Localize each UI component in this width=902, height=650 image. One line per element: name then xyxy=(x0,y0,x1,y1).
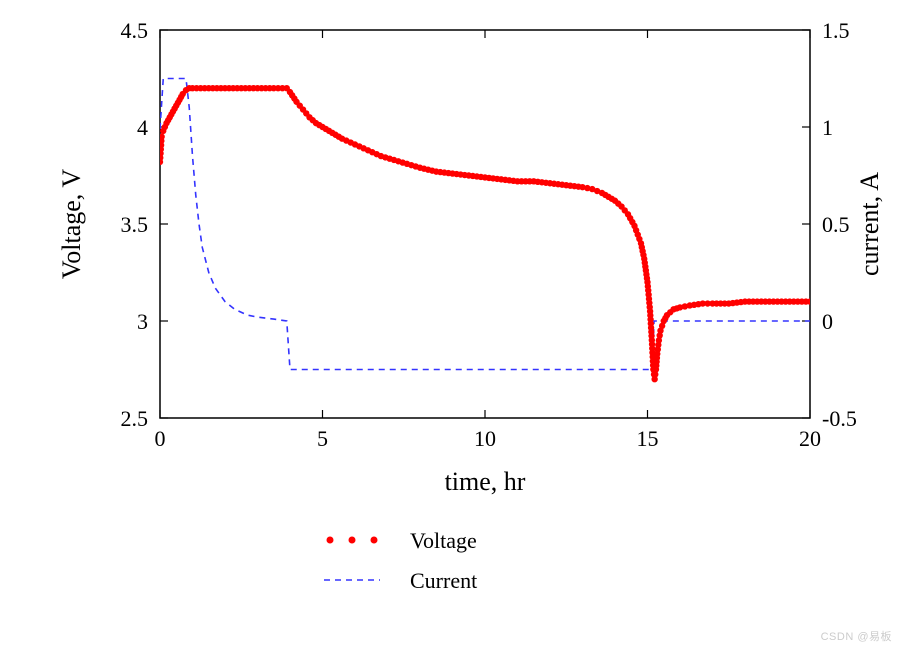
x-tick-label: 5 xyxy=(317,426,328,451)
legend-marker-voltage xyxy=(371,537,378,544)
x-tick-label: 10 xyxy=(474,426,496,451)
yr-tick-label: 1.5 xyxy=(822,18,850,43)
yl-tick-label: 3 xyxy=(137,309,148,334)
yl-tick-label: 4.5 xyxy=(121,18,149,43)
y-right-axis-label: current, A xyxy=(855,172,884,276)
series-current xyxy=(160,79,810,370)
yr-tick-label: 0 xyxy=(822,309,833,334)
yl-tick-label: 3.5 xyxy=(121,212,149,237)
yl-tick-label: 2.5 xyxy=(121,406,149,431)
x-tick-label: 0 xyxy=(155,426,166,451)
watermark-text: CSDN @易板 xyxy=(821,628,892,644)
yr-tick-label: -0.5 xyxy=(822,406,857,431)
x-tick-label: 20 xyxy=(799,426,821,451)
chart-container: 05101520time, hr2.533.544.5Voltage, V-0.… xyxy=(0,0,902,650)
legend-marker-voltage xyxy=(327,537,334,544)
x-tick-label: 15 xyxy=(637,426,659,451)
yr-tick-label: 1 xyxy=(822,115,833,140)
series-voltage xyxy=(157,85,813,382)
y-left-axis-label: Voltage, V xyxy=(57,169,86,279)
legend-label-voltage: Voltage xyxy=(410,528,477,553)
x-axis-label: time, hr xyxy=(445,467,526,496)
yr-tick-label: 0.5 xyxy=(822,212,850,237)
legend: Voltage Current xyxy=(324,528,477,593)
chart-svg: 05101520time, hr2.533.544.5Voltage, V-0.… xyxy=(0,0,902,650)
legend-marker-voltage xyxy=(349,537,356,544)
yl-tick-label: 4 xyxy=(137,115,148,140)
legend-label-current: Current xyxy=(410,568,477,593)
